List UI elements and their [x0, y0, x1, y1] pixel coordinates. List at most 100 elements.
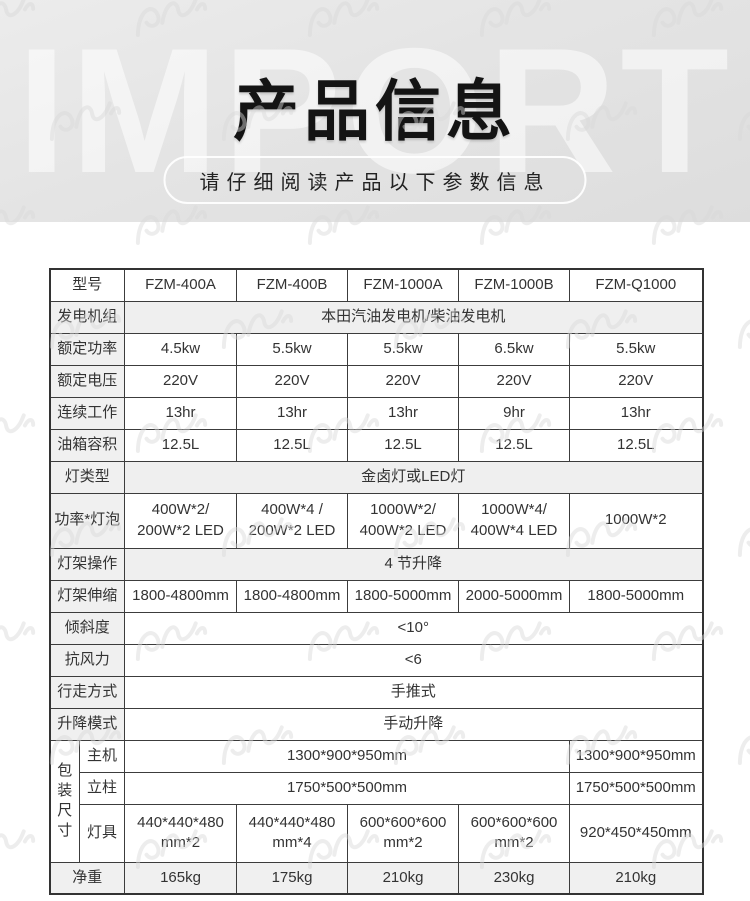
spec-value: 1000W*2	[569, 492, 704, 549]
row-model: 型号 FZM-400A FZM-400B FZM-1000A FZM-1000B…	[48, 268, 704, 302]
spec-value: 12.5L	[458, 428, 571, 462]
row-tilt: 倾斜度 <10°	[48, 611, 704, 645]
spec-label: 灯架操作	[48, 547, 126, 581]
model-name: FZM-1000A	[347, 268, 460, 302]
spec-value: 12.5L	[124, 428, 238, 462]
spec-value: 5.5kw	[347, 332, 460, 366]
subtitle-pill: 请仔细阅读产品以下参数信息	[163, 156, 587, 204]
row-frame-operation: 灯架操作 4 节升降	[48, 547, 704, 581]
spec-value: 220V	[569, 364, 704, 398]
model-name: FZM-1000B	[458, 268, 571, 302]
header-banner: IMPORT 产品信息 请仔细阅读产品以下参数信息	[0, 0, 750, 222]
page-title: 产品信息	[233, 74, 517, 148]
spec-value: <6	[124, 643, 704, 677]
spec-value: 440*440*480 mm*4	[236, 803, 349, 863]
spec-label: 灯架伸缩	[48, 579, 126, 613]
scribble-mark-icon	[0, 604, 46, 672]
spec-value: 220V	[458, 364, 571, 398]
spec-value: 600*600*600 mm*2	[458, 803, 571, 863]
spec-value: 210kg	[347, 861, 460, 895]
row-generator: 发电机组 本田汽油发电机/柴油发电机	[48, 300, 704, 334]
spec-label: 功率*灯泡	[48, 492, 126, 549]
spec-value: 440*440*480 mm*2	[124, 803, 238, 863]
spec-value: 12.5L	[236, 428, 349, 462]
spec-label: 倾斜度	[48, 611, 126, 645]
spec-value: 220V	[236, 364, 349, 398]
row-packing-lamp: 灯具 440*440*480 mm*2 440*440*480 mm*4 600…	[50, 803, 704, 863]
spec-label: 额定电压	[48, 364, 126, 398]
spec-value: 1000W*2/ 400W*2 LED	[347, 492, 460, 549]
scribble-mark-icon	[0, 812, 46, 880]
spec-value: 1300*900*950mm	[569, 739, 704, 773]
row-lift-mode: 升降模式 手动升降	[48, 707, 704, 741]
row-rated-voltage: 额定电压 220V 220V 220V 220V 220V	[48, 364, 704, 398]
spec-value: 12.5L	[347, 428, 460, 462]
spec-label: 抗风力	[48, 643, 126, 677]
spec-value: 1000W*4/ 400W*4 LED	[458, 492, 571, 549]
packing-group-label: 包装 尺寸	[49, 739, 80, 863]
spec-value: 1800-5000mm	[569, 579, 704, 613]
packing-sub-label: 主机	[78, 739, 126, 773]
model-name: FZM-400A	[124, 268, 238, 302]
spec-value: 220V	[347, 364, 460, 398]
subtitle-text: 请仔细阅读产品以下参数信息	[199, 171, 551, 194]
spec-value: 165kg	[124, 861, 238, 895]
spec-value: 400W*2/ 200W*2 LED	[124, 492, 238, 549]
scribble-mark-icon	[0, 396, 46, 464]
scribble-mark-icon	[724, 500, 750, 568]
spec-value: 400W*4 / 200W*2 LED	[236, 492, 349, 549]
row-packing-pole: 立柱 1750*500*500mm 1750*500*500mm	[50, 771, 704, 805]
row-continuous-work: 连续工作 13hr 13hr 13hr 9hr 13hr	[48, 396, 704, 430]
row-lamp-type: 灯类型 金卤灯或LED灯	[48, 460, 704, 494]
spec-value: 金卤灯或LED灯	[124, 460, 704, 494]
spec-label: 油箱容积	[48, 428, 126, 462]
spec-label: 行走方式	[48, 675, 126, 709]
scribble-mark-icon	[724, 292, 750, 360]
spec-value: <10°	[124, 611, 704, 645]
spec-value: 920*450*450mm	[569, 803, 704, 863]
spec-label: 升降模式	[48, 707, 126, 741]
spec-value: 6.5kw	[458, 332, 571, 366]
row-packing-host: 包装 尺寸 主机 1300*900*950mm 1300*900*950mm	[49, 739, 704, 863]
spec-label: 连续工作	[48, 396, 126, 430]
row-wind-resistance: 抗风力 <6	[48, 643, 704, 677]
spec-value: 1750*500*500mm	[569, 771, 704, 805]
spec-value: 手动升降	[124, 707, 704, 741]
spec-value: 4 节升降	[124, 547, 704, 581]
spec-value: 9hr	[458, 396, 571, 430]
spec-value: 13hr	[569, 396, 704, 430]
spec-value: 2000-5000mm	[458, 579, 571, 613]
spec-value: 1800-4800mm	[124, 579, 238, 613]
spec-value: 本田汽油发电机/柴油发电机	[124, 300, 704, 334]
spec-label: 净重	[48, 861, 126, 895]
row-rated-power: 额定功率 4.5kw 5.5kw 5.5kw 6.5kw 5.5kw	[48, 332, 704, 366]
spec-value: 5.5kw	[569, 332, 704, 366]
spec-value: 1300*900*950mm	[124, 739, 571, 773]
row-net-weight: 净重 165kg 175kg 210kg 230kg 210kg	[48, 861, 704, 895]
packing-sub-label: 立柱	[78, 771, 126, 805]
spec-value: 1800-4800mm	[236, 579, 349, 613]
spec-value: 13hr	[347, 396, 460, 430]
spec-value: 1800-5000mm	[347, 579, 460, 613]
spec-value: 13hr	[124, 396, 238, 430]
spec-value: 210kg	[569, 861, 704, 895]
row-tank-volume: 油箱容积 12.5L 12.5L 12.5L 12.5L 12.5L	[48, 428, 704, 462]
spec-value: 600*600*600 mm*2	[347, 803, 460, 863]
spec-value: 4.5kw	[124, 332, 238, 366]
spec-value: 手推式	[124, 675, 704, 709]
model-name: FZM-400B	[236, 268, 349, 302]
scribble-mark-icon	[724, 708, 750, 776]
spec-label: 额定功率	[48, 332, 126, 366]
spec-value: 1750*500*500mm	[124, 771, 571, 805]
spec-value: 220V	[124, 364, 238, 398]
packing-sub-label: 灯具	[78, 803, 126, 863]
spec-value: 230kg	[458, 861, 571, 895]
spec-value: 12.5L	[569, 428, 704, 462]
spec-table-container: 型号 FZM-400A FZM-400B FZM-1000A FZM-1000B…	[48, 268, 704, 895]
spec-label: 发电机组	[48, 300, 126, 334]
spec-label: 灯类型	[48, 460, 126, 494]
spec-label: 型号	[48, 268, 126, 302]
spec-value: 175kg	[236, 861, 349, 895]
spec-value: 5.5kw	[236, 332, 349, 366]
